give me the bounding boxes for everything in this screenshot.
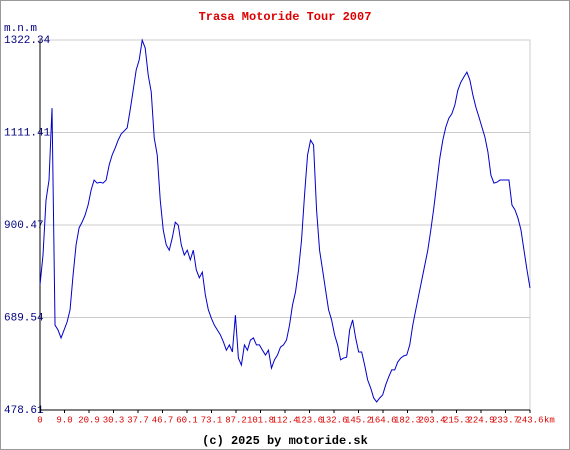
- x-tick-label: 112.4: [271, 415, 298, 425]
- x-unit: km: [544, 415, 555, 425]
- elevation-line: [39, 38, 531, 403]
- x-tick-label: 164.6: [369, 415, 396, 425]
- x-tick-label: 145.2: [345, 415, 372, 425]
- x-tick-label: 233.7: [492, 415, 519, 425]
- x-tick-label: 215.3: [443, 415, 470, 425]
- x-tick-label: 123.6: [296, 415, 323, 425]
- x-tick-label: 20.9: [78, 415, 100, 425]
- x-tick-label: 60.1: [176, 415, 198, 425]
- x-tick-label: 87.2: [225, 415, 247, 425]
- x-tick-label: 224.9: [467, 415, 494, 425]
- x-tick-label: 203.4: [418, 415, 445, 425]
- y-tick-label: 1322.34: [4, 35, 51, 47]
- footer: (c) 2025 by motoride.sk: [202, 434, 368, 448]
- x-tick-label: 132.6: [320, 415, 347, 425]
- x-tick-label: 182.3: [394, 415, 421, 425]
- x-tick-label: 30.3: [103, 415, 125, 425]
- y-tick-label: 478.61: [4, 405, 44, 417]
- x-tick-label: 101.8: [247, 415, 274, 425]
- y-tick-label: 689.54: [4, 312, 44, 324]
- x-tick-label: 73.1: [201, 415, 223, 425]
- x-tick-label: 243.6: [516, 415, 543, 425]
- x-tick-label: 0: [37, 415, 42, 425]
- x-tick-label: 9.0: [56, 415, 72, 425]
- y-tick-label: 1111.41: [4, 127, 51, 139]
- y-tick-label: 900.47: [4, 220, 44, 232]
- y-axis-label: m.n.m: [4, 23, 37, 35]
- x-tick-label: 46.7: [152, 415, 174, 425]
- x-tick-label: 37.7: [127, 415, 149, 425]
- chart-title: Trasa Motoride Tour 2007: [199, 10, 372, 24]
